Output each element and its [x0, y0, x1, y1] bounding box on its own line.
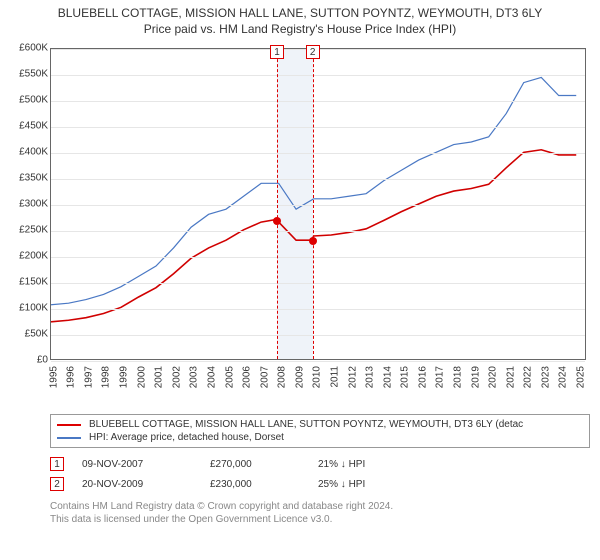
x-tick-label: 2004: [206, 366, 217, 388]
sale-row-1: 1 09-NOV-2007 £270,000 21% ↓ HPI: [50, 454, 590, 474]
sale-dot: [273, 217, 281, 225]
sale-price-2: £230,000: [210, 479, 300, 490]
sale-diff-1: 21% ↓ HPI: [318, 459, 365, 470]
gridline: [51, 127, 585, 128]
gridline: [51, 283, 585, 284]
y-tick-label: £350K: [10, 173, 48, 184]
y-tick-label: £200K: [10, 251, 48, 262]
sale-row-2: 2 20-NOV-2009 £230,000 25% ↓ HPI: [50, 474, 590, 494]
x-tick-label: 2015: [399, 366, 410, 388]
sale-callout: 1: [270, 45, 284, 59]
x-tick-label: 2014: [382, 366, 393, 388]
x-tick-label: 1995: [48, 366, 59, 388]
gridline: [51, 75, 585, 76]
x-tick-label: 1998: [101, 366, 112, 388]
legend-row-subject: BLUEBELL COTTAGE, MISSION HALL LANE, SUT…: [57, 418, 583, 431]
x-tick-label: 2016: [417, 366, 428, 388]
y-tick-label: £300K: [10, 199, 48, 210]
chart-subtitle: Price paid vs. HM Land Registry's House …: [10, 22, 590, 36]
y-tick-label: £400K: [10, 147, 48, 158]
footnote-line2: This data is licensed under the Open Gov…: [50, 513, 590, 526]
gridline: [51, 231, 585, 232]
sale-vline: [313, 49, 314, 359]
legend-row-hpi: HPI: Average price, detached house, Dors…: [57, 431, 583, 444]
gridline: [51, 205, 585, 206]
legend-swatch-subject: [57, 424, 81, 426]
footnote-line1: Contains HM Land Registry data © Crown c…: [50, 500, 590, 513]
x-tick-label: 2007: [259, 366, 270, 388]
y-tick-label: £0: [10, 355, 48, 366]
gridline: [51, 179, 585, 180]
x-tick-label: 2003: [189, 366, 200, 388]
legend-label-hpi: HPI: Average price, detached house, Dors…: [89, 432, 284, 443]
x-tick-label: 2006: [241, 366, 252, 388]
chart-area: £0 £50K £100K £150K £200K £250K £300K £350K £400…: [10, 42, 590, 412]
sale-diff-2: 25% ↓ HPI: [318, 479, 365, 490]
x-tick-label: 1999: [118, 366, 129, 388]
x-tick-label: 1997: [83, 366, 94, 388]
x-tick-label: 2021: [505, 366, 516, 388]
x-tick-label: 2019: [470, 366, 481, 388]
y-tick-label: £250K: [10, 225, 48, 236]
gridline: [51, 309, 585, 310]
x-tick-label: 2002: [171, 366, 182, 388]
y-tick-label: £50K: [10, 329, 48, 340]
x-tick-label: 2013: [364, 366, 375, 388]
x-axis: 1995 1996 1997 1998 1999 2000 2001 2002 2003 2004…: [50, 362, 586, 410]
x-tick-label: 2018: [452, 366, 463, 388]
x-tick-label: 2011: [329, 366, 340, 388]
x-tick-label: 2020: [487, 366, 498, 388]
legend-label-subject: BLUEBELL COTTAGE, MISSION HALL LANE, SUT…: [89, 419, 523, 430]
x-tick-label: 2025: [575, 366, 586, 388]
sale-vline: [277, 49, 278, 359]
y-tick-label: £600K: [10, 43, 48, 54]
sale-date-2: 20-NOV-2009: [82, 479, 192, 490]
x-tick-label: 2023: [540, 366, 551, 388]
y-tick-label: £150K: [10, 277, 48, 288]
x-tick-label: 2008: [276, 366, 287, 388]
chart-title: BLUEBELL COTTAGE, MISSION HALL LANE, SUT…: [10, 6, 590, 20]
sale-marker-1: 1: [50, 457, 64, 471]
y-tick-label: £100K: [10, 303, 48, 314]
x-tick-label: 2000: [136, 366, 147, 388]
chart-title-block: BLUEBELL COTTAGE, MISSION HALL LANE, SUT…: [0, 0, 600, 38]
y-tick-label: £500K: [10, 95, 48, 106]
x-tick-label: 2001: [153, 366, 164, 388]
x-tick-label: 2024: [558, 366, 569, 388]
x-tick-label: 2009: [294, 366, 305, 388]
sales-block: 1 09-NOV-2007 £270,000 21% ↓ HPI 2 20-NO…: [50, 454, 590, 494]
x-tick-label: 2022: [523, 366, 534, 388]
plot: 12: [50, 48, 586, 360]
y-tick-label: £450K: [10, 121, 48, 132]
x-tick-label: 2005: [224, 366, 235, 388]
legend-swatch-hpi: [57, 437, 81, 439]
sale-callout: 2: [306, 45, 320, 59]
gridline: [51, 153, 585, 154]
x-tick-label: 2012: [347, 366, 358, 388]
sale-dot: [309, 237, 317, 245]
footnote: Contains HM Land Registry data © Crown c…: [50, 500, 590, 526]
gridline: [51, 335, 585, 336]
sale-price-1: £270,000: [210, 459, 300, 470]
y-tick-label: £550K: [10, 69, 48, 80]
gridline: [51, 101, 585, 102]
sale-date-1: 09-NOV-2007: [82, 459, 192, 470]
sale-marker-2: 2: [50, 477, 64, 491]
x-tick-label: 1996: [66, 366, 77, 388]
chart-svg: [51, 49, 585, 359]
x-tick-label: 2017: [435, 366, 446, 388]
gridline: [51, 257, 585, 258]
x-tick-label: 2010: [312, 366, 323, 388]
legend: BLUEBELL COTTAGE, MISSION HALL LANE, SUT…: [50, 414, 590, 448]
